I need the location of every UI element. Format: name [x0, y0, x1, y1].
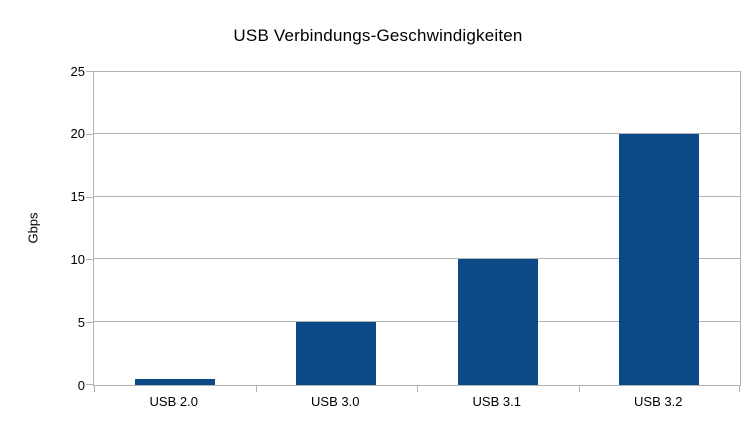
gridline — [94, 321, 740, 323]
bar — [458, 259, 538, 385]
bar — [296, 322, 376, 385]
gridline — [94, 258, 740, 260]
chart-title: USB Verbindungs-Geschwindigkeiten — [233, 26, 523, 45]
y-axis-tick — [86, 322, 93, 324]
x-axis-tick — [256, 386, 257, 392]
y-tick-label: 20 — [70, 126, 85, 142]
gridline — [94, 71, 740, 72]
plot-area — [86, 71, 741, 392]
bar — [135, 379, 215, 385]
y-tick-label: 15 — [70, 189, 85, 205]
y-tick-label: 5 — [77, 314, 85, 330]
x-axis-tick — [579, 386, 580, 392]
x-category-label: USB 3.0 — [311, 394, 360, 409]
y-tick-label: 25 — [70, 63, 85, 79]
gridline — [94, 195, 740, 197]
y-tick-label: 10 — [70, 251, 85, 267]
y-tick-label: 0 — [77, 377, 85, 393]
y-axis-title: Gbps — [25, 212, 41, 244]
x-axis-tick — [94, 386, 95, 392]
x-category-label: USB 3.2 — [634, 394, 683, 409]
y-axis-tick — [86, 133, 93, 135]
y-axis-tick — [86, 384, 93, 385]
gridline — [94, 132, 740, 134]
y-axis-tick — [86, 259, 93, 261]
x-category-label: USB 2.0 — [149, 394, 198, 409]
x-axis-tick — [417, 386, 418, 392]
y-axis-tick — [86, 196, 93, 198]
x-axis-tick — [739, 386, 740, 392]
bar — [619, 134, 699, 385]
y-axis-tick — [86, 71, 93, 72]
x-category-label: USB 3.1 — [472, 394, 521, 409]
